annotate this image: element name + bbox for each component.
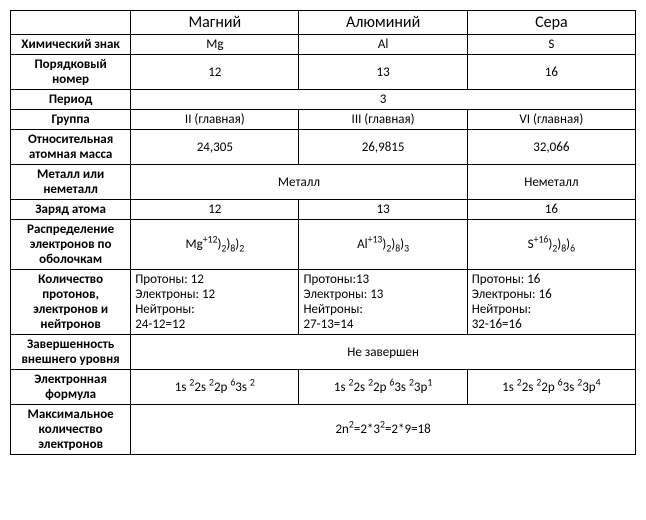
cell-num-s: 16 <box>467 55 635 90</box>
cell-metal-mg-al: Металл <box>131 165 468 200</box>
row-label: Группа <box>11 110 131 130</box>
p-al: Протоны:13 <box>303 272 369 287</box>
col-mg: Магний <box>131 11 299 35</box>
cell-num-al: 13 <box>299 55 467 90</box>
header-row: Магний Алюминий Сера <box>11 11 636 35</box>
row-label: Металл или неметалл <box>11 165 131 200</box>
row-symbol: Химический знак Mg Al S <box>11 35 636 55</box>
cell-maxe: 2n2=2*32=2*9=18 <box>131 405 636 455</box>
e-al: Электроны: 13 <box>303 287 383 302</box>
cell-ec-s: 1s 22s 22p 63s 23p4 <box>467 370 635 405</box>
row-label: Максимальное количество электронов <box>11 405 131 455</box>
col-al: Алюминий <box>299 11 467 35</box>
n-mg: Нейтроны: <box>135 302 194 317</box>
row-label: Химический знак <box>11 35 131 55</box>
col-s: Сера <box>467 11 635 35</box>
empty-corner <box>11 11 131 35</box>
cell-mass-mg: 24,305 <box>131 130 299 165</box>
row-shells: Распределение электронов по оболочкам Mg… <box>11 220 636 270</box>
row-charge: Заряд атома 12 13 16 <box>11 200 636 220</box>
row-atomic-number: Порядковый номер 12 13 16 <box>11 55 636 90</box>
row-econfig: Электронная формула 1s 22s 22p 63s 2 1s … <box>11 370 636 405</box>
row-label: Заряд атома <box>11 200 131 220</box>
row-label: Период <box>11 90 131 110</box>
cell-counts-al: Протоны:13 Электроны: 13 Нейтроны: 27-13… <box>299 270 467 335</box>
cell-shells-al: Al+13)2)8)3 <box>299 220 467 270</box>
calc-mg: 24-12=12 <box>135 317 185 332</box>
cell-num-mg: 12 <box>131 55 299 90</box>
e-s: Электроны: 16 <box>472 287 552 302</box>
cell-period: 3 <box>131 90 636 110</box>
cell-group-s: VI (главная) <box>467 110 635 130</box>
row-label: Относительная атомная масса <box>11 130 131 165</box>
calc-al: 27-13=14 <box>303 317 353 332</box>
p-s: Протоны: 16 <box>472 272 541 287</box>
cell-counts-s: Протоны: 16 Электроны: 16 Нейтроны: 32-1… <box>467 270 635 335</box>
calc-s: 32-16=16 <box>472 317 522 332</box>
row-label: Количество протонов, электронов и нейтро… <box>11 270 131 335</box>
row-period: Период 3 <box>11 90 636 110</box>
n-al: Нейтроны: <box>303 302 362 317</box>
cell-charge-s: 16 <box>467 200 635 220</box>
row-label: Порядковый номер <box>11 55 131 90</box>
chemistry-comparison-table: Магний Алюминий Сера Химический знак Mg … <box>10 10 636 455</box>
cell-outer: Не завершен <box>131 335 636 370</box>
row-metal: Металл или неметалл Металл Неметалл <box>11 165 636 200</box>
cell-symbol-s: S <box>467 35 635 55</box>
cell-counts-mg: Протоны: 12 Электроны: 12 Нейтроны: 24-1… <box>131 270 299 335</box>
cell-shells-mg: Mg+12)2)8)2 <box>131 220 299 270</box>
cell-charge-al: 13 <box>299 200 467 220</box>
row-label: Электронная формула <box>11 370 131 405</box>
cell-ec-al: 1s 22s 22p 63s 23p1 <box>299 370 467 405</box>
cell-symbol-al: Al <box>299 35 467 55</box>
cell-symbol-mg: Mg <box>131 35 299 55</box>
cell-charge-mg: 12 <box>131 200 299 220</box>
row-group: Группа II (главная) III (главная) VI (гл… <box>11 110 636 130</box>
row-counts: Количество протонов, электронов и нейтро… <box>11 270 636 335</box>
cell-ec-mg: 1s 22s 22p 63s 2 <box>131 370 299 405</box>
cell-metal-s: Неметалл <box>467 165 635 200</box>
e-mg: Электроны: 12 <box>135 287 215 302</box>
cell-mass-s: 32,066 <box>467 130 635 165</box>
row-mass: Относительная атомная масса 24,305 26,98… <box>11 130 636 165</box>
n-s: Нейтроны: <box>472 302 531 317</box>
row-label: Завершенность внешнего уровня <box>11 335 131 370</box>
cell-mass-al: 26,9815 <box>299 130 467 165</box>
p-mg: Протоны: 12 <box>135 272 204 287</box>
cell-group-mg: II (главная) <box>131 110 299 130</box>
cell-shells-s: S+16)2)8)6 <box>467 220 635 270</box>
row-outer: Завершенность внешнего уровня Не заверше… <box>11 335 636 370</box>
row-maxe: Максимальное количество электронов 2n2=2… <box>11 405 636 455</box>
row-label: Распределение электронов по оболочкам <box>11 220 131 270</box>
cell-group-al: III (главная) <box>299 110 467 130</box>
